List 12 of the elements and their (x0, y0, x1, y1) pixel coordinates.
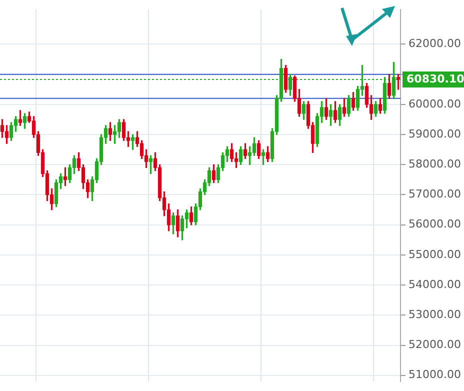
y-tick-label: 58000.00 (408, 158, 462, 170)
ref-line-label: 60830.10 (406, 72, 464, 86)
y-tick-label: 53000.00 (408, 308, 462, 322)
y-tick-label: 62000.00 (408, 37, 462, 50)
y-tick-label: 54000.00 (408, 278, 462, 291)
y-tick-label: 55000.00 (408, 248, 462, 261)
y-tick-label: 51000.00 (408, 368, 462, 382)
y-tick-label: 56000.00 (408, 218, 462, 231)
y-tick-label: 57000.00 (408, 188, 462, 201)
y-tick-label: 60000.00 (408, 97, 462, 110)
y-tick-label: 59000.00 (408, 127, 462, 140)
y-tick-label: 52000.00 (408, 338, 462, 352)
